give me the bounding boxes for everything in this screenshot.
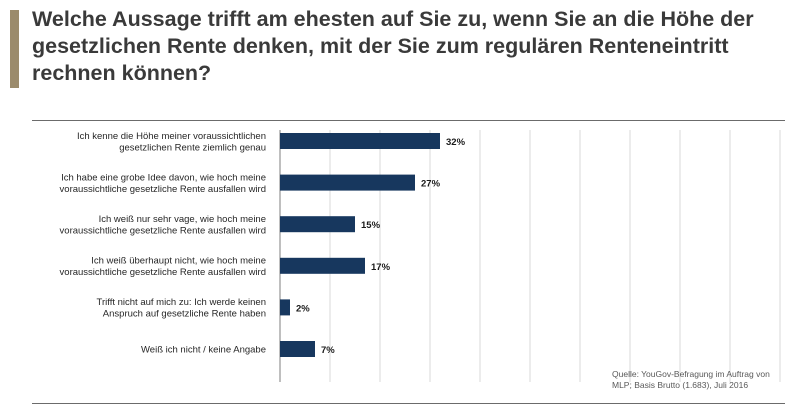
value-label: 32% (446, 137, 466, 148)
value-label: 7% (321, 345, 335, 356)
category-label: Ich weiß überhaupt nicht, wie hoch meine (91, 256, 266, 267)
value-label: 15% (361, 220, 381, 231)
bottom-divider (32, 403, 785, 404)
category-labels: Ich kenne die Höhe meiner voraussichtlic… (60, 131, 266, 356)
value-labels: 32% 27% 15% 17% 2% 7% (296, 137, 466, 356)
category-label: voraussichtliche gesetzliche Rente ausfa… (60, 225, 266, 236)
title-accent-bar (10, 10, 19, 88)
source-note: Quelle: YouGov-Befragung im Auftrag von … (612, 369, 770, 390)
bar (280, 299, 290, 316)
category-label: gesetzlichen Rente ziemlich genau (119, 142, 266, 153)
category-label: Anspruch auf gesetzliche Rente haben (103, 309, 266, 320)
value-label: 17% (371, 262, 391, 273)
bar (280, 174, 415, 191)
bar (280, 341, 315, 357)
bar (280, 257, 365, 274)
category-label: Weiß ich nicht / keine Angabe (141, 345, 266, 356)
bar (280, 216, 355, 233)
value-label: 27% (421, 179, 441, 190)
category-label: Ich weiß nur sehr vage, wie hoch meine (99, 214, 266, 225)
chart-title: Welche Aussage trifft am ehesten auf Sie… (32, 7, 754, 85)
category-label: voraussichtliche gesetzliche Rente ausfa… (60, 267, 266, 278)
bar (280, 133, 440, 149)
category-label: Ich habe eine grobe Idee davon, wie hoch… (61, 172, 266, 183)
category-label: Ich kenne die Höhe meiner voraussichtlic… (77, 131, 266, 142)
value-label: 2% (296, 303, 310, 314)
bars (280, 133, 440, 357)
top-divider (32, 120, 785, 121)
category-label: Trifft nicht auf mich zu: Ich werde kein… (97, 297, 267, 308)
gridlines (279, 130, 781, 382)
category-label: voraussichtliche gesetzliche Rente ausfa… (60, 184, 266, 195)
